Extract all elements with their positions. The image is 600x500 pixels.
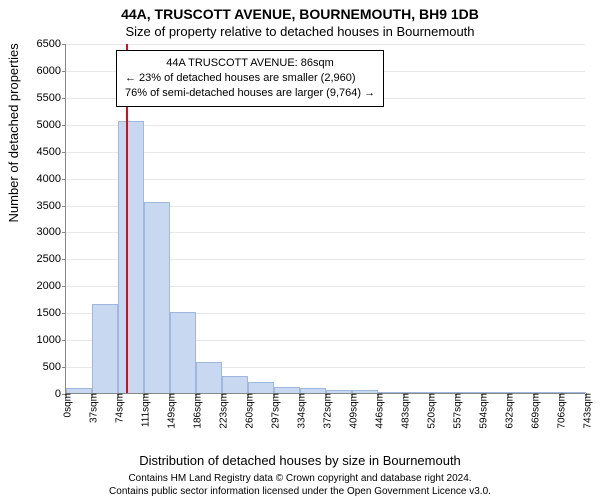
histogram-bar — [170, 312, 196, 393]
y-tick-label: 4500 — [37, 146, 66, 158]
x-tick-label: 74sqm — [110, 393, 125, 423]
y-tick-label: 1500 — [37, 307, 66, 319]
x-tick-label: 446sqm — [371, 393, 386, 429]
y-tick-label: 4000 — [37, 173, 66, 185]
x-tick-label: 149sqm — [163, 393, 178, 429]
x-tick-label: 334sqm — [292, 393, 307, 429]
x-tick-label: 111sqm — [136, 393, 151, 427]
gridline — [66, 44, 585, 45]
x-tick-label: 37sqm — [84, 393, 99, 423]
annotation-box: 44A TRUSCOTT AVENUE: 86sqm ← 23% of deta… — [116, 50, 384, 107]
footer: Contains HM Land Registry data © Crown c… — [0, 473, 600, 498]
histogram-bar — [92, 304, 118, 393]
x-tick-label: 372sqm — [319, 393, 334, 429]
x-tick-label: 409sqm — [345, 393, 360, 429]
x-tick-label: 632sqm — [501, 393, 516, 429]
gridline — [66, 125, 585, 126]
y-tick-label: 6500 — [37, 38, 66, 50]
x-tick-label: 223sqm — [215, 393, 230, 429]
annotation-line-2: ← 23% of detached houses are smaller (2,… — [125, 71, 375, 86]
annotation-line-3: 76% of semi-detached houses are larger (… — [125, 86, 375, 101]
y-tick-label: 2000 — [37, 280, 66, 292]
x-tick-label: 669sqm — [527, 393, 542, 429]
x-tick-label: 520sqm — [422, 393, 437, 429]
x-tick-label: 297sqm — [266, 393, 281, 429]
histogram-bar — [248, 382, 274, 393]
y-tick-label: 3000 — [37, 226, 66, 238]
chart-container: { "title1": "44A, TRUSCOTT AVENUE, BOURN… — [0, 0, 600, 500]
y-tick-label: 3500 — [37, 200, 66, 212]
x-tick-label: 483sqm — [397, 393, 412, 429]
y-tick-label: 5000 — [37, 119, 66, 131]
histogram-bar — [196, 362, 222, 393]
x-tick-label: 706sqm — [553, 393, 568, 429]
gridline — [66, 152, 585, 153]
y-tick-label: 2500 — [37, 253, 66, 265]
x-tick-label: 186sqm — [189, 393, 204, 429]
chart-subtitle: Size of property relative to detached ho… — [0, 24, 600, 39]
x-tick-label: 557sqm — [448, 393, 463, 429]
chart-title: 44A, TRUSCOTT AVENUE, BOURNEMOUTH, BH9 1… — [0, 6, 600, 22]
footer-line-2: Contains public sector information licen… — [0, 486, 600, 499]
footer-line-1: Contains HM Land Registry data © Crown c… — [0, 473, 600, 486]
x-tick-label: 0sqm — [59, 393, 74, 417]
histogram-bar — [222, 376, 248, 393]
histogram-bar — [144, 202, 171, 393]
histogram-bar — [118, 121, 144, 393]
y-axis-label: Number of detached properties — [6, 43, 21, 222]
annotation-line-1: 44A TRUSCOTT AVENUE: 86sqm — [125, 56, 375, 71]
x-tick-label: 743sqm — [579, 393, 594, 429]
x-axis-label: Distribution of detached houses by size … — [0, 453, 600, 468]
y-tick-label: 500 — [43, 361, 66, 373]
y-tick-label: 6000 — [37, 65, 66, 77]
gridline — [66, 179, 585, 180]
plot-area: 0500100015002000250030003500400045005000… — [65, 44, 585, 394]
x-tick-label: 594sqm — [474, 393, 489, 429]
x-tick-label: 260sqm — [240, 393, 255, 429]
y-tick-label: 5500 — [37, 92, 66, 104]
y-tick-label: 1000 — [37, 334, 66, 346]
